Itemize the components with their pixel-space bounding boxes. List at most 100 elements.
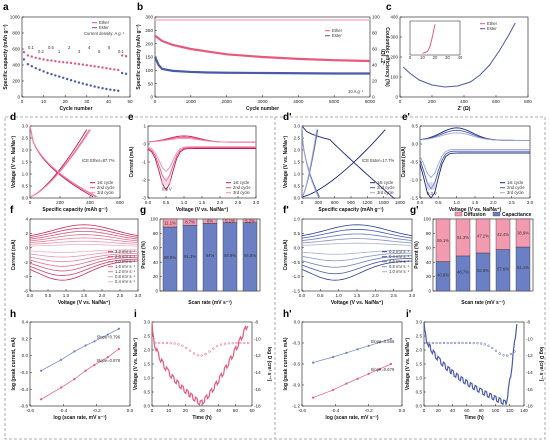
y-tick-label: 20 <box>426 274 432 279</box>
log-d-point <box>487 344 490 347</box>
x-tick-label: 80 <box>479 408 485 413</box>
log-d-point <box>491 346 494 350</box>
x-tick-label: -0.6 <box>298 408 306 413</box>
y-tick-label: -0.2 <box>20 370 28 375</box>
y-tick-label: 1.5 <box>144 362 151 367</box>
data-point <box>106 356 109 359</box>
y-tick-label: 0.4 <box>22 320 29 325</box>
annotation: ICE Ester=17.7% <box>362 158 395 163</box>
x-tick-label: 600 <box>492 99 500 104</box>
x-tick-label: 20 <box>63 99 69 104</box>
y-tick-label: 0.5 <box>294 231 301 236</box>
x-tick-label: 120 <box>506 408 514 413</box>
x-tick-label: 1.5 <box>199 200 206 205</box>
data-point <box>124 55 128 58</box>
annotation: 10 A g⁻¹ <box>348 89 364 94</box>
rate-label: 0.1 <box>118 49 124 54</box>
log-d-point <box>231 341 234 345</box>
y-tick-label: -0.3 <box>292 341 300 346</box>
y-tick-label: 0.0 <box>144 404 151 409</box>
bar-diffusion <box>242 218 258 223</box>
log-d-point <box>427 341 431 345</box>
data-point <box>46 71 49 75</box>
legend-label: Capacitance <box>502 212 532 218</box>
y-tick-label: 0.0 <box>416 404 423 409</box>
cv-rate-curve <box>301 255 413 268</box>
legend-label: 0.4 mV s⁻¹ <box>389 254 410 259</box>
y2-tick-label: -8 <box>526 320 531 325</box>
y2-tick-label: -14 <box>526 370 533 375</box>
log-d-point <box>513 350 516 353</box>
y-tick-label: 0 <box>395 95 398 100</box>
x-tick-label: 10 <box>166 408 172 413</box>
x-tick-label: 0.5 <box>45 293 52 298</box>
log-d-point <box>479 342 483 345</box>
y-tick-label: -4 <box>24 274 29 279</box>
y-axis-label: Current (mA) <box>11 239 17 270</box>
legend-label: 1.2 mV s⁻¹ <box>115 269 136 274</box>
bar-label: 51.3% <box>457 235 469 240</box>
y-axis-label: Voltage (V vs. Na/Na⁺) <box>11 136 17 189</box>
inset-x-tick: 40 <box>458 55 463 60</box>
x-tick-label: 3000 <box>257 99 268 104</box>
data-point <box>97 86 100 89</box>
y2-tick-label: -14 <box>254 370 261 375</box>
y-tick-label: 600 <box>12 47 20 52</box>
x-tick-label: 0.0 <box>399 408 406 413</box>
data-point <box>93 363 96 366</box>
log-d-point <box>185 346 188 350</box>
x-tick-label: -0.6 <box>26 408 34 413</box>
data-point <box>54 59 57 63</box>
log-d-point <box>431 341 435 345</box>
y-tick-label: 200 <box>145 41 153 46</box>
x-tick-label: 1.0 <box>63 293 70 298</box>
x-tick-label: 600 <box>116 200 124 205</box>
log-d-point <box>204 352 207 356</box>
y-axis-label: Current (mA) <box>283 239 289 270</box>
y-axis-label: Specific capacity (mAh g⁻¹) <box>136 24 142 89</box>
x-axis-label: Specific capacity (mAh g⁻¹) <box>318 207 383 213</box>
x-tick-label: 40 <box>106 99 112 104</box>
bar-label: 59.1% <box>437 238 449 243</box>
cv-rate-curve <box>29 230 139 240</box>
x-axis-label: Scan rate (mV s⁻¹) <box>188 300 232 306</box>
legend-label: Ester <box>487 26 497 31</box>
y-tick-label: 50 <box>148 81 154 86</box>
data-point <box>109 67 112 71</box>
x-tick-label: 1.0 <box>335 293 342 298</box>
y-tick-label: 40 <box>426 260 432 265</box>
data-point <box>40 369 43 372</box>
bar-label: 8.7% <box>185 220 195 225</box>
data-point <box>93 340 96 343</box>
log-d-point <box>461 341 464 345</box>
cv-anodic <box>419 132 530 141</box>
cv-rate-curve <box>301 260 413 281</box>
y-tick-label: 1000 <box>10 15 21 20</box>
inset-x-tick: 30 <box>445 55 450 60</box>
x-tick-label: 400 <box>86 200 94 205</box>
data-point <box>69 79 73 82</box>
y-tick-label: 100 <box>390 75 398 80</box>
x-tick-label: 300 <box>314 200 322 205</box>
x-tick-label: 900 <box>347 200 355 205</box>
data-point <box>50 59 53 62</box>
panel-letter: i <box>134 309 137 320</box>
cv-cathodic <box>419 150 530 190</box>
log-d-point <box>453 341 457 345</box>
legend-label: 1st cycle <box>377 180 394 185</box>
legend-label: Ether <box>332 28 343 33</box>
data-point <box>30 65 34 68</box>
panel-d-prime: d' 0 300 600 900 1200 1500 1800 0.0 0.5 1.0 1.5 2.0 2… <box>283 112 406 213</box>
legend-label: 2.0 mV s⁻¹ <box>115 259 136 264</box>
x-tick-label: 2.5 <box>390 293 397 298</box>
y-tick-label: -2 <box>142 178 147 183</box>
data-point <box>89 64 92 68</box>
x-tick-label: 0 <box>29 200 32 205</box>
y-tick-label: -6 <box>24 289 29 294</box>
data-point <box>30 55 34 58</box>
x-tick-label: 60 <box>464 408 470 413</box>
data-point <box>46 59 49 62</box>
y-tick-label: 3.0 <box>144 320 151 325</box>
bar-label: 6% <box>207 219 213 224</box>
legend-label: 0.4 mV s⁻¹ <box>115 279 136 284</box>
